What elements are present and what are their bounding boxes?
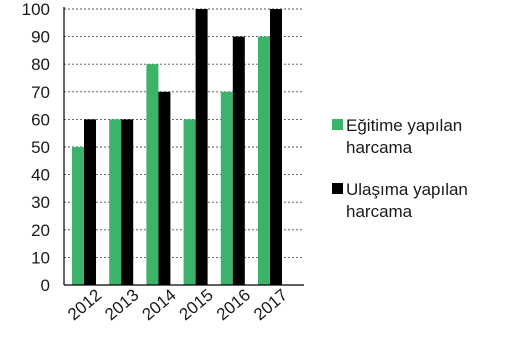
x-tick-label: 2015 (176, 285, 217, 324)
y-tick-label: 40 (31, 166, 50, 185)
bar-transport-2016 (232, 36, 245, 285)
y-tick-label: 20 (31, 221, 50, 240)
x-tick-label: 2016 (213, 285, 254, 324)
legend: Eğitime yapılan harcama Ulaşıma yapılan har… (332, 116, 468, 221)
y-tick-label: 10 (31, 248, 50, 267)
bar-transport-2015 (195, 9, 208, 285)
x-tick-label: 2014 (138, 285, 179, 324)
legend-label-line: harcama (346, 138, 413, 157)
x-tick-label: 2013 (101, 285, 142, 324)
x-tick-label: 2017 (250, 285, 291, 324)
bar-transport-2013 (121, 119, 134, 286)
legend-swatch-education (332, 119, 343, 130)
bar-education-2017 (258, 36, 270, 285)
y-tick-label: 80 (31, 55, 50, 74)
y-tick-label: 0 (41, 276, 50, 295)
bar-transport-2017 (270, 9, 282, 285)
bar-education-2016 (220, 91, 233, 285)
bar-transport-2014 (158, 91, 171, 285)
y-tick-label: 30 (31, 193, 50, 212)
y-tick-label: 100 (22, 0, 50, 19)
y-tick-labels: 0 10 20 30 40 50 60 70 80 90 100 (22, 0, 50, 295)
bar-education-2012 (72, 147, 84, 285)
y-tick-label: 90 (31, 28, 50, 47)
y-tick-label: 70 (31, 83, 50, 102)
bar-education-2015 (183, 119, 196, 286)
legend-label-transport: Ulaşıma yapılan harcama (346, 180, 468, 221)
legend-swatch-transport (332, 183, 343, 194)
x-tick-label: 2012 (64, 285, 105, 324)
legend-label-line: Eğitime yapılan (346, 116, 462, 135)
bar-transport-2012 (84, 119, 96, 286)
legend-label-education: Eğitime yapılan harcama (346, 116, 462, 157)
legend-label-line: Ulaşıma yapılan (346, 180, 468, 199)
y-tick-label: 60 (31, 110, 50, 129)
legend-label-line: harcama (346, 202, 413, 221)
y-tick-label: 50 (31, 138, 50, 157)
bar-education-2014 (146, 64, 159, 285)
bar-education-2013 (109, 119, 122, 286)
bars (72, 9, 282, 286)
